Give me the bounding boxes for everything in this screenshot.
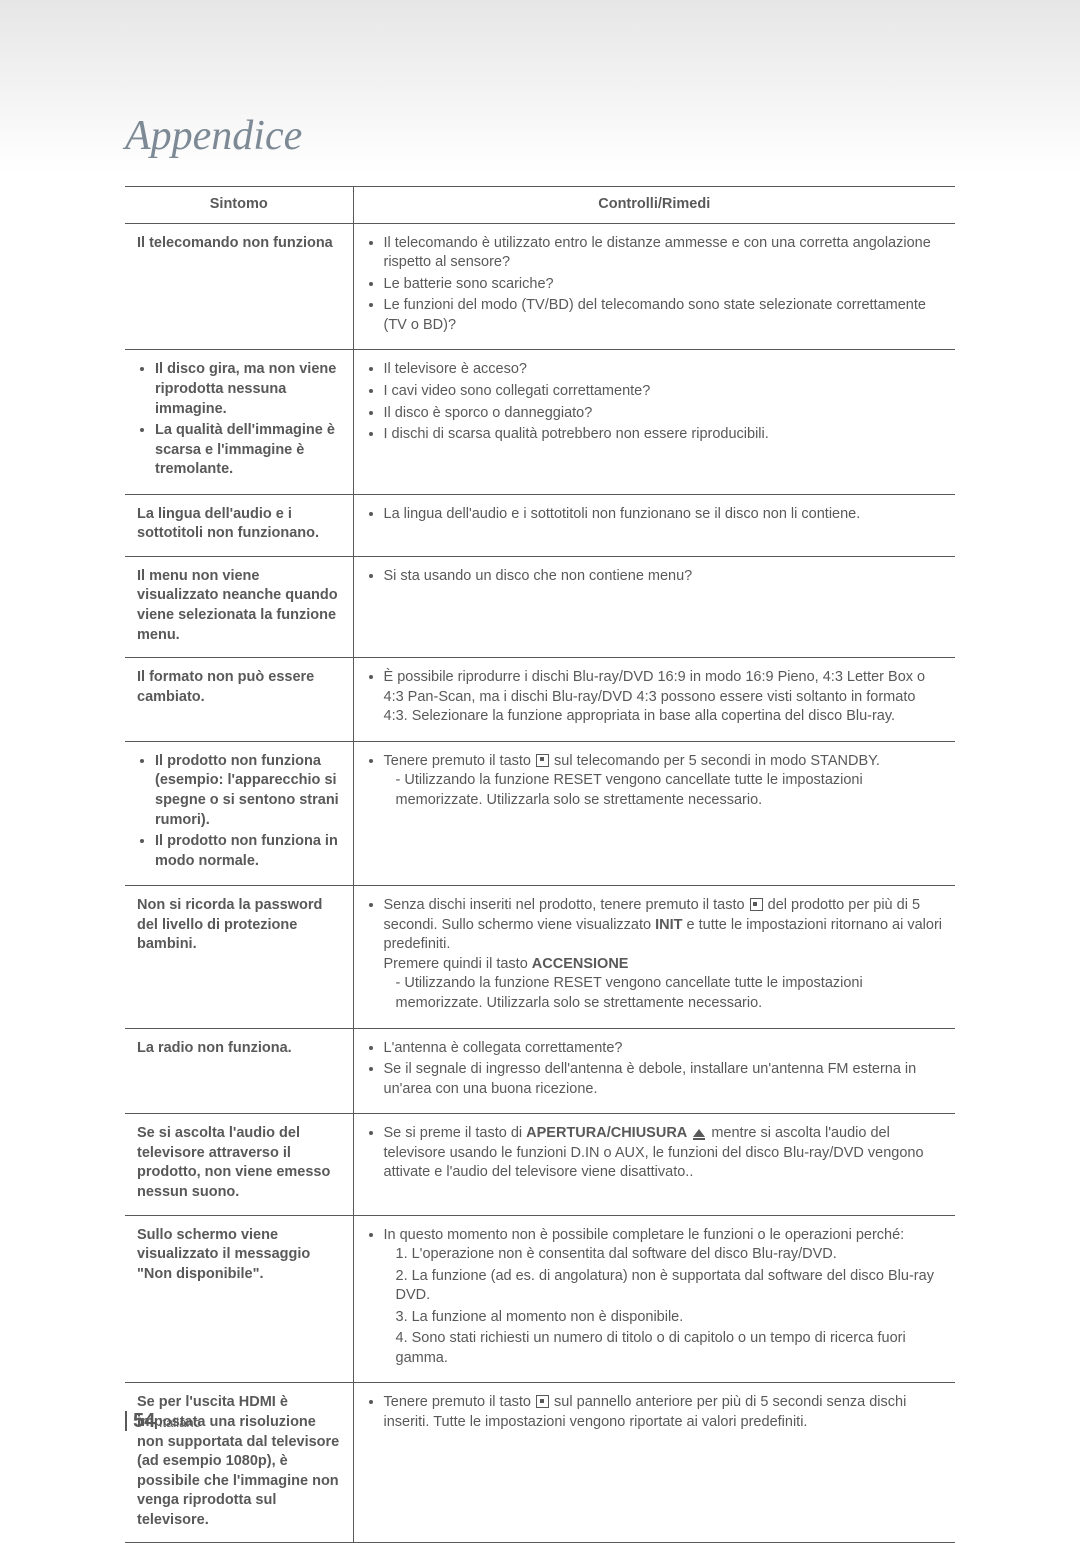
remedy-cell: Senza dischi inseriti nel prodotto, tene…	[353, 886, 955, 1028]
table-row: Il disco gira, ma non viene riprodotta n…	[125, 350, 955, 494]
table-row: Se si ascolta l'audio del televisore att…	[125, 1114, 955, 1215]
col-remedy: Controlli/Rimedi	[353, 187, 955, 224]
remedy-bullet: La lingua dell'audio e i sottotitoli non…	[384, 505, 944, 525]
symptom-cell: La radio non funziona.	[125, 1028, 353, 1114]
stop-icon	[536, 1395, 549, 1408]
remedy-bullet: Tenere premuto il tasto sul pannello ant…	[384, 1393, 944, 1432]
remedy-bullet: I cavi video sono collegati correttament…	[384, 382, 944, 402]
symptom-bullet: La qualità dell'immagine è scarsa e l'im…	[155, 421, 341, 480]
remedy-bullet: Se si preme il tasto di APERTURA/CHIUSUR…	[384, 1124, 944, 1183]
symptom-cell: Se si ascolta l'audio del televisore att…	[125, 1114, 353, 1215]
remedy-bullet: Tenere premuto il tasto sul telecomando …	[384, 752, 944, 811]
remedy-bullet: Se il segnale di ingresso dell'antenna è…	[384, 1060, 944, 1099]
symptom-bullet: Il disco gira, ma non viene riprodotta n…	[155, 360, 341, 419]
table-row: Non si ricorda la password del livello d…	[125, 886, 955, 1028]
remedy-cell: L'antenna è collegata correttamente?Se i…	[353, 1028, 955, 1114]
remedy-cell: Il telecomando è utilizzato entro le dis…	[353, 223, 955, 350]
remedy-cell: La lingua dell'audio e i sottotitoli non…	[353, 494, 955, 556]
symptom-cell: Se per l'uscita HDMI è impostata una ris…	[125, 1383, 353, 1543]
table-row: Il telecomando non funziona Il telecomand…	[125, 223, 955, 350]
remedy-cell: È possibile riprodurre i dischi Blu-ray/…	[353, 658, 955, 742]
remedy-bullet: I dischi di scarsa qualità potrebbero no…	[384, 425, 944, 445]
symptom-cell: La lingua dell'audio e i sottotitoli non…	[125, 494, 353, 556]
table-row: La lingua dell'audio e i sottotitoli non…	[125, 494, 955, 556]
remedy-num-item: 1. L'operazione non è consentita dal sof…	[396, 1245, 944, 1265]
remedy-bullet: In questo momento non è possibile comple…	[384, 1226, 944, 1369]
remedy-sub: Utilizzando la funzione RESET vengono ca…	[396, 974, 944, 1013]
table-row: La radio non funziona.L'antenna è colleg…	[125, 1028, 955, 1114]
symptom-cell: Sullo schermo viene visualizzato il mess…	[125, 1215, 353, 1383]
page-header: Appendice	[0, 0, 1080, 172]
table-row: Il prodotto non funziona (esempio: l'app…	[125, 741, 955, 885]
footer-lang: Italiano	[159, 1415, 201, 1430]
eject-icon	[693, 1129, 705, 1137]
table-row: Sullo schermo viene visualizzato il mess…	[125, 1215, 955, 1383]
remedy-cell: Tenere premuto il tasto sul pannello ant…	[353, 1383, 955, 1543]
remedy-bullet: È possibile riprodurre i dischi Blu-ray/…	[384, 668, 944, 727]
symptom-cell: Il disco gira, ma non viene riprodotta n…	[125, 350, 353, 494]
remedy-bullet: Si sta usando un disco che non contiene …	[384, 567, 944, 587]
remedy-num-item: 2. La funzione (ad es. di angolatura) no…	[396, 1267, 944, 1306]
remedy-bullet: L'antenna è collegata correttamente?	[384, 1039, 944, 1059]
remedy-bullet: Il telecomando è utilizzato entro le dis…	[384, 234, 944, 273]
symptom-bullet: Il prodotto non funziona (esempio: l'app…	[155, 752, 341, 830]
table-row: Se per l'uscita HDMI è impostata una ris…	[125, 1383, 955, 1543]
table-row: Il formato non può essere cambiato. È pos…	[125, 658, 955, 742]
page-footer: 54 Italiano	[125, 1411, 201, 1431]
symptom-cell: Il menu non viene visualizzato neanche q…	[125, 556, 353, 657]
stop-icon	[536, 754, 549, 767]
page-number: 54	[133, 1410, 155, 1432]
remedy-cell: In questo momento non è possibile comple…	[353, 1215, 955, 1383]
remedy-cell: Il televisore è acceso?I cavi video sono…	[353, 350, 955, 494]
remedy-num-item: 4. Sono stati richiesti un numero di tit…	[396, 1329, 944, 1368]
page-title: Appendice	[125, 112, 302, 160]
remedy-cell: Tenere premuto il tasto sul telecomando …	[353, 741, 955, 885]
col-symptom: Sintomo	[125, 187, 353, 224]
stop-icon	[750, 898, 763, 911]
symptom-bullet: Il prodotto non funziona in modo normale…	[155, 832, 341, 871]
table-row: Il menu non viene visualizzato neanche q…	[125, 556, 955, 657]
symptom-cell: Il formato non può essere cambiato.	[125, 658, 353, 742]
symptom-cell: Il prodotto non funziona (esempio: l'app…	[125, 741, 353, 885]
remedy-cell: Se si preme il tasto di APERTURA/CHIUSUR…	[353, 1114, 955, 1215]
remedy-bullet: Senza dischi inseriti nel prodotto, tene…	[384, 896, 944, 1013]
remedy-bullet: Il televisore è acceso?	[384, 360, 944, 380]
remedy-sub: Utilizzando la funzione RESET vengono ca…	[396, 771, 944, 810]
symptom-cell: Il telecomando non funziona	[125, 223, 353, 350]
remedy-cell: Si sta usando un disco che non contiene …	[353, 556, 955, 657]
symptom-cell: Non si ricorda la password del livello d…	[125, 886, 353, 1028]
troubleshooting-table: Sintomo Controlli/Rimedi Il telecomando …	[125, 186, 955, 1543]
remedy-bullet: Le funzioni del modo (TV/BD) del telecom…	[384, 296, 944, 335]
remedy-bullet: Le batterie sono scariche?	[384, 275, 944, 295]
content-area: Sintomo Controlli/Rimedi Il telecomando …	[0, 172, 1080, 1543]
remedy-bullet: Il disco è sporco o danneggiato?	[384, 404, 944, 424]
remedy-num-item: 3. La funzione al momento non è disponib…	[396, 1308, 944, 1328]
